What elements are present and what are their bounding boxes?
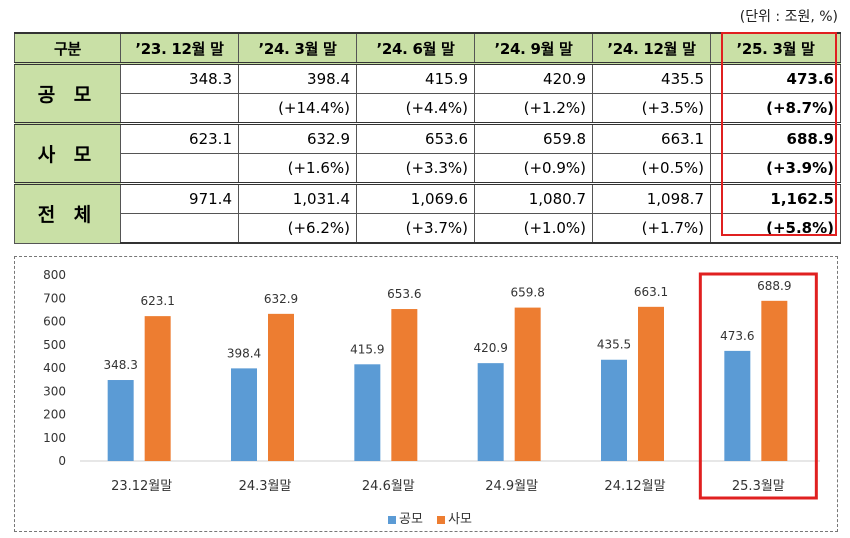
table-cell: (+1.0%) [474, 213, 593, 244]
y-tick-label: 200 [43, 408, 66, 422]
table-cell: 1,069.6 [356, 182, 475, 214]
table-row: (+6.2%) (+3.7%) (+1.0%) (+1.7%) (+5.8%) [15, 213, 841, 244]
x-tick-label: 25.3월말 [732, 479, 785, 494]
table-cell: 398.4 [238, 63, 357, 94]
data-label: 653.6 [387, 287, 421, 301]
bar-private [144, 316, 171, 461]
data-label: 348.3 [103, 358, 137, 372]
chart-legend: 공모 사모 [0, 508, 850, 527]
unit-label: (단위 : 조원, %) [739, 9, 838, 25]
data-label: 473.6 [720, 329, 754, 343]
y-tick-label: 500 [43, 338, 66, 352]
table-cell: 1,031.4 [238, 182, 357, 214]
legend-label-private: 사모 [448, 512, 472, 527]
table-cell: (+4.4%) [356, 93, 475, 124]
legend-label-public: 공모 [399, 512, 423, 527]
x-tick-label: 24.12월말 [604, 479, 665, 494]
y-tick-label: 600 [43, 315, 66, 329]
table-cell-latest: (+8.7%) [710, 93, 841, 124]
x-tick-label: 24.3월말 [239, 479, 292, 494]
data-label: 632.9 [264, 292, 298, 306]
chart-frame [14, 256, 838, 532]
table-cell: (+6.2%) [238, 213, 357, 244]
table-cell: (+0.5%) [592, 153, 711, 184]
table-cell [120, 213, 239, 244]
x-tick-label: 24.9월말 [485, 479, 538, 494]
bar-public [107, 380, 134, 461]
y-tick-label: 800 [43, 268, 66, 282]
y-tick-label: 700 [43, 291, 66, 305]
table-row: 전 체 971.4 1,031.4 1,069.6 1,080.7 1,098.… [14, 182, 841, 244]
table-row: (+14.4%) (+4.4%) (+1.2%) (+3.5%) (+8.7%) [15, 93, 841, 124]
bar-private [268, 313, 294, 461]
table-cell: (+1.7%) [592, 213, 711, 244]
row-label-public: 공 모 [14, 63, 121, 124]
table-cell: 435.5 [592, 63, 711, 94]
fund-size-table: 구분 ’23. 12월 말 ’24. 3월 말 ’24. 6월 말 ’24. 9… [14, 32, 841, 244]
data-label: 415.9 [350, 342, 384, 356]
bar-private [638, 306, 664, 461]
data-label: 688.9 [757, 279, 791, 293]
table-cell [120, 93, 239, 124]
data-label: 398.4 [227, 346, 261, 360]
bar-public [231, 368, 257, 461]
highlight-box [698, 272, 818, 500]
data-label: 663.1 [634, 285, 668, 299]
data-label: 435.5 [597, 338, 631, 352]
table-cell: (+3.7%) [356, 213, 475, 244]
bar-public [601, 359, 627, 461]
x-tick-label: 24.6월말 [362, 479, 415, 494]
table-cell-latest: (+5.8%) [710, 213, 841, 244]
table-cell: 1,098.7 [592, 182, 711, 214]
legend-swatch-private [437, 515, 446, 524]
bar-public [724, 350, 751, 461]
data-label: 623.1 [140, 294, 174, 308]
table-row: (+1.6%) (+3.3%) (+0.9%) (+0.5%) (+3.9%) [15, 153, 841, 184]
header-period: ’24. 12월 말 [592, 32, 711, 65]
table-cell: 1,080.7 [474, 182, 593, 214]
y-tick-label: 300 [43, 384, 66, 398]
legend-swatch-public [388, 515, 396, 524]
table-cell: 659.8 [474, 122, 593, 154]
x-tick-label: 23.12월말 [111, 479, 172, 494]
table-cell: (+1.6%) [238, 153, 357, 184]
bar-private [391, 309, 418, 461]
table-cell: (+14.4%) [238, 93, 357, 124]
header-period: ’24. 3월 말 [238, 32, 357, 65]
row-label-total: 전 체 [14, 182, 121, 244]
header-period: ’24. 9월 말 [474, 32, 593, 65]
table-cell: 971.4 [120, 182, 239, 214]
table-cell: (+0.9%) [474, 153, 593, 184]
bar-public [477, 363, 504, 461]
bar-private [761, 300, 788, 461]
table-cell-latest: (+3.9%) [710, 153, 841, 184]
table-cell: 420.9 [474, 63, 593, 94]
table-cell: 632.9 [238, 122, 357, 154]
table-cell: (+3.3%) [356, 153, 475, 184]
header-period: ’24. 6월 말 [356, 32, 475, 65]
y-tick-label: 0 [58, 454, 66, 468]
bar-private [514, 307, 541, 461]
table-cell: 653.6 [356, 122, 475, 154]
y-tick-label: 100 [43, 431, 66, 445]
data-label: 420.9 [473, 341, 507, 355]
table-cell-latest: 688.9 [710, 122, 841, 154]
bar-public [354, 364, 381, 461]
header-period-latest: ’25. 3월 말 [710, 32, 841, 65]
y-tick-label: 400 [43, 361, 66, 375]
table-header-row: 구분 ’23. 12월 말 ’24. 3월 말 ’24. 6월 말 ’24. 9… [14, 32, 841, 65]
header-period: ’23. 12월 말 [120, 32, 239, 65]
data-label: 659.8 [510, 286, 544, 300]
table-cell-latest: 1,162.5 [710, 182, 841, 214]
